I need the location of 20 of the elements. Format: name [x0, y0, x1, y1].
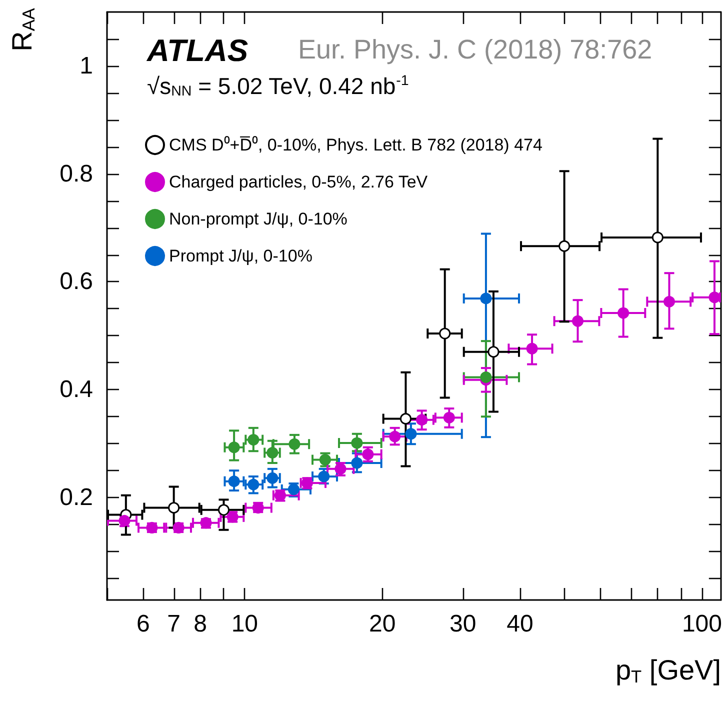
legend-label: Non-prompt J/ψ, 0-10%: [169, 210, 348, 228]
y-tick-label: 0.8: [60, 160, 93, 188]
legend-label: Prompt J/ψ, 0-10%: [169, 246, 312, 266]
text: ATLAS: [146, 33, 248, 68]
y-tick-label: 0.6: [60, 268, 93, 296]
annotation: Eur. Phys. J. C (2018) 78:762: [298, 34, 652, 64]
legend-label: Charged particles, 0-5%, 2.76 TeV: [169, 172, 428, 192]
x-tick-label: 7: [167, 610, 181, 638]
x-tick-label: 10: [231, 610, 258, 638]
y-axis-title: RAA: [6, 8, 38, 52]
x-tick-label: 40: [506, 610, 534, 638]
legend-label: CMS D⁰+D̅⁰, 0-10%, Phys. Lett. B 782 (2018) 474: [169, 136, 542, 154]
x-tick-label: 6: [136, 610, 150, 638]
x-tick-label: 20: [368, 610, 396, 638]
x-tick-label: 30: [450, 610, 476, 638]
x-tick-label: 8: [194, 610, 208, 638]
y-tick-label: 0.2: [60, 484, 93, 512]
y-tick-label: 1: [80, 52, 93, 80]
x-tick-label: 100: [682, 610, 722, 638]
y-tick-label: 0.4: [60, 376, 93, 404]
